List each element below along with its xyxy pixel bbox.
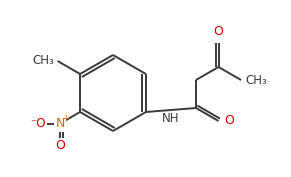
Text: CH₃: CH₃ [33, 53, 55, 67]
Text: N: N [56, 117, 65, 130]
Text: CH₃: CH₃ [245, 73, 267, 87]
Text: ⁻O: ⁻O [31, 117, 46, 130]
Text: NH: NH [162, 113, 180, 125]
Text: O: O [214, 25, 223, 38]
Text: O: O [225, 115, 234, 127]
Text: +: + [62, 114, 69, 123]
Text: O: O [55, 139, 65, 152]
